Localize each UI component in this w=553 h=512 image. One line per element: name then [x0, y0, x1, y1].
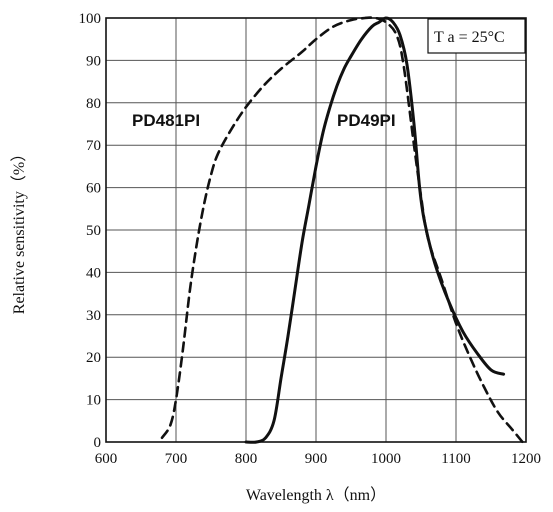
- series-line-pd49pi: [244, 16, 506, 444]
- y-tick-label-10: 10: [86, 393, 101, 409]
- x-tick-label-1200: 1200: [511, 451, 541, 467]
- x-tick-label-800: 800: [235, 451, 258, 467]
- y-axis-label: Relative sensitivity（%）: [10, 146, 28, 314]
- series-label-pd49pi: PD49PI: [337, 111, 396, 130]
- x-tick-label-1100: 1100: [441, 451, 470, 467]
- series-layer: [160, 16, 524, 444]
- x-tick-label-1000: 1000: [371, 451, 401, 467]
- y-tick-label-90: 90: [86, 53, 101, 69]
- y-tick-label-30: 30: [86, 308, 101, 324]
- y-tick-label-0: 0: [94, 435, 102, 451]
- series-label-pd481pi: PD481PI: [132, 111, 200, 130]
- x-tick-label-700: 700: [165, 451, 188, 467]
- y-tick-label-20: 20: [86, 350, 101, 366]
- y-tick-label-40: 40: [86, 265, 101, 281]
- series-line-pd481pi: [160, 16, 524, 444]
- grid-layer: [106, 18, 526, 442]
- y-tick-label-100: 100: [79, 11, 102, 27]
- tick-labels: 600 700 800 900 1000 1100 1200 0 10 20 30 40 50 60 70 8…: [79, 11, 542, 467]
- plot-frame: [105, 17, 527, 443]
- x-axis-label: Wavelength λ（nm）: [246, 486, 386, 504]
- annotation-box: [427, 18, 526, 54]
- y-tick-label-80: 80: [86, 96, 101, 112]
- x-tick-label-600: 600: [95, 451, 118, 467]
- y-tick-label-50: 50: [86, 223, 101, 239]
- y-tick-label-70: 70: [86, 138, 101, 154]
- x-tick-label-900: 900: [305, 451, 328, 467]
- temperature-annotation: T a = 25°C: [434, 29, 505, 46]
- y-tick-label-60: 60: [86, 181, 101, 197]
